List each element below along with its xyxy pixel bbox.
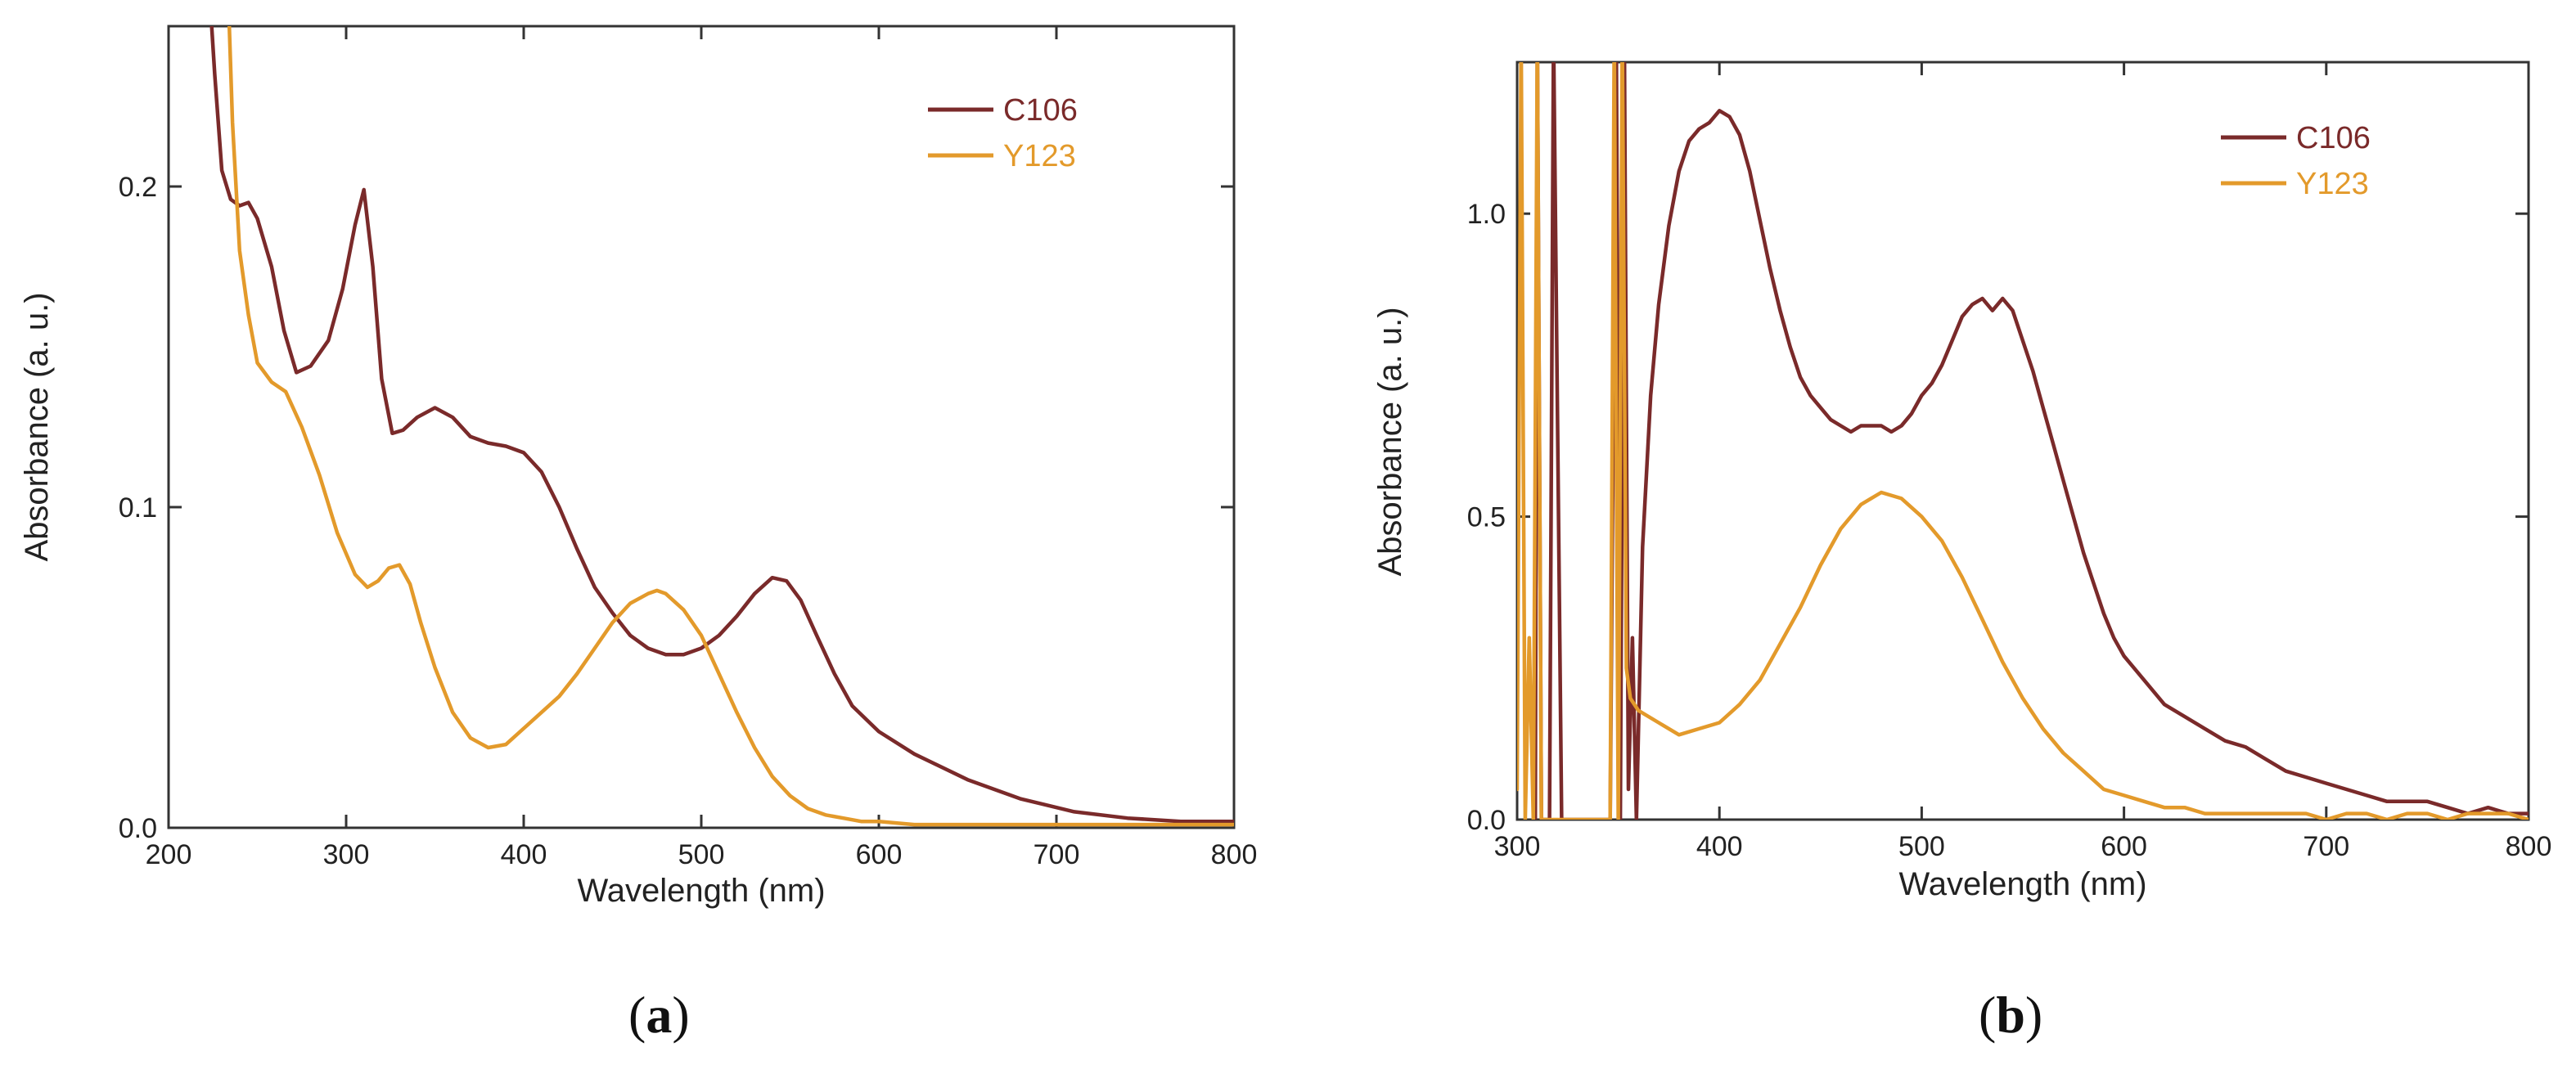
- x-tick-label-b: 700: [2303, 831, 2349, 862]
- y-tick-label-b: 1.0: [1467, 199, 1506, 230]
- series-group-a: [209, 26, 1234, 827]
- y-tick-label-a: 0.1: [119, 492, 157, 524]
- y-tick-label-a: 0.0: [119, 813, 157, 844]
- plot-frame-b: [1515, 61, 2530, 821]
- panel-caption-a: (a): [628, 986, 690, 1044]
- caption-letter-b: b: [1996, 986, 2025, 1044]
- legend-label-a-y123: Y123: [1003, 139, 1076, 173]
- series-line-a-y123: [227, 26, 1234, 827]
- legend-label-a-c106: C106: [1003, 93, 1078, 128]
- x-tick-label-a: 200: [146, 839, 192, 870]
- caption-open-paren-b: (: [1979, 986, 1996, 1044]
- y-tick-label-b: 0.0: [1467, 805, 1506, 836]
- y-axis-title-b: Absorbance (a. u.): [1372, 307, 1408, 576]
- series-line-b-c106: [1533, 62, 2529, 820]
- x-ticks-b: 300 400 500 600 700 800: [1494, 62, 2552, 862]
- x-tick-label-a: 300: [323, 839, 370, 870]
- legend-b: C106 Y123: [2221, 121, 2371, 201]
- x-tick-label-a: 600: [856, 839, 903, 870]
- caption-open-paren-a: (: [628, 986, 646, 1044]
- y-tick-label-a: 0.2: [119, 172, 157, 203]
- caption-close-paren-b: ): [2025, 986, 2042, 1044]
- x-tick-label-b: 300: [1494, 831, 1541, 862]
- series-line-a-c106: [209, 26, 1234, 824]
- y-axis-title-a: Absorbance (a. u.): [19, 292, 55, 561]
- x-ticks-a: 200 300 400 500 600 700 800: [146, 26, 1258, 870]
- x-tick-label-a: 800: [1211, 839, 1258, 870]
- caption-close-paren-a: ): [672, 986, 689, 1044]
- x-tick-label-b: 400: [1696, 831, 1743, 862]
- x-tick-label-b: 500: [1898, 831, 1945, 862]
- legend-label-b-y123: Y123: [2296, 167, 2369, 201]
- y-ticks-a: 0.0 0.1 0.2: [119, 172, 1234, 844]
- chart-panel-a: 200 300 400 500 600 700 800 0.0 0.1 0.2 C106 Y12…: [19, 25, 1258, 1044]
- legend-a: C106 Y123: [928, 93, 1078, 173]
- x-tick-label-b: 600: [2101, 831, 2147, 862]
- chart-panel-b: 300 400 500 600 700 800 0.0 0.5 1.0 C106 Y123 W…: [1372, 61, 2552, 1044]
- x-tick-label-a: 400: [501, 839, 547, 870]
- x-tick-label-a: 500: [678, 839, 725, 870]
- y-tick-label-b: 0.5: [1467, 502, 1506, 533]
- x-axis-title-a: Wavelength (nm): [577, 873, 825, 909]
- series-group-b: [1517, 62, 2529, 820]
- x-tick-label-a: 700: [1034, 839, 1080, 870]
- x-tick-label-b: 800: [2506, 831, 2552, 862]
- panel-caption-b: (b): [1979, 986, 2042, 1044]
- legend-label-b-c106: C106: [2296, 121, 2371, 155]
- caption-letter-a: a: [646, 986, 672, 1044]
- series-line-b-y123: [1517, 62, 2529, 820]
- x-axis-title-b: Wavelength (nm): [1898, 866, 2146, 902]
